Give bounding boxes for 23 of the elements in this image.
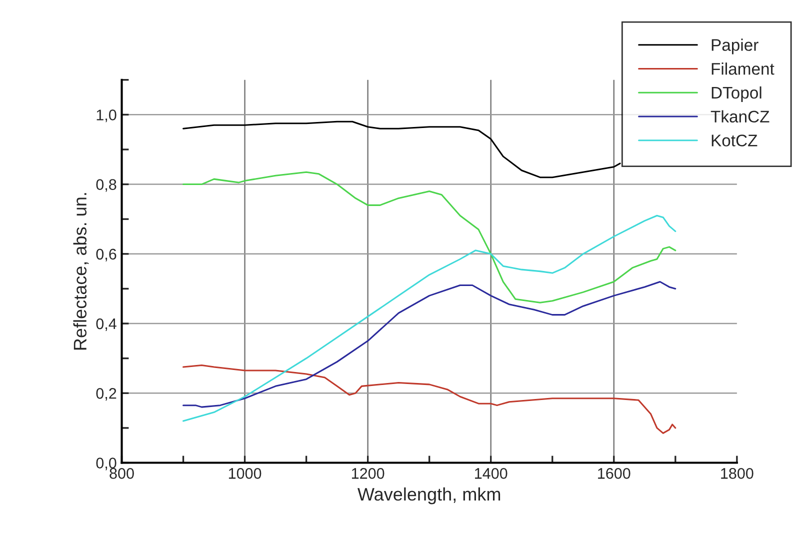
y-tick-label: 0,4 xyxy=(96,318,116,332)
y-tick-label: 0,2 xyxy=(96,388,116,401)
x-axis-title: Wavelength, mkm xyxy=(358,487,500,504)
x-tick-label: 1000 xyxy=(228,468,262,479)
legend-label: TkanCZ xyxy=(710,110,770,123)
y-axis-title: Reflectace, abs. un. xyxy=(73,193,89,350)
y-tick-label: 1,0 xyxy=(96,110,116,122)
legend-label: Filament xyxy=(712,62,774,75)
y-tick-label: 0,6 xyxy=(96,248,116,262)
x-tick-label: 800 xyxy=(110,468,134,479)
y-tick-label: 0,0 xyxy=(96,458,116,470)
y-tick-label: 0,8 xyxy=(96,179,116,192)
legend-label: KotCZ xyxy=(712,134,758,146)
line-series xyxy=(182,171,676,304)
x-tick-label: 1800 xyxy=(721,468,754,479)
line-series xyxy=(182,364,676,434)
line-series xyxy=(182,214,676,422)
line-series xyxy=(182,280,676,408)
x-tick-label: 1600 xyxy=(598,468,630,479)
x-tick-label: 1400 xyxy=(475,468,508,479)
legend-label: DTopol xyxy=(712,86,762,102)
legend-label: Papier xyxy=(712,38,758,54)
x-tick-label: 1200 xyxy=(352,468,384,479)
